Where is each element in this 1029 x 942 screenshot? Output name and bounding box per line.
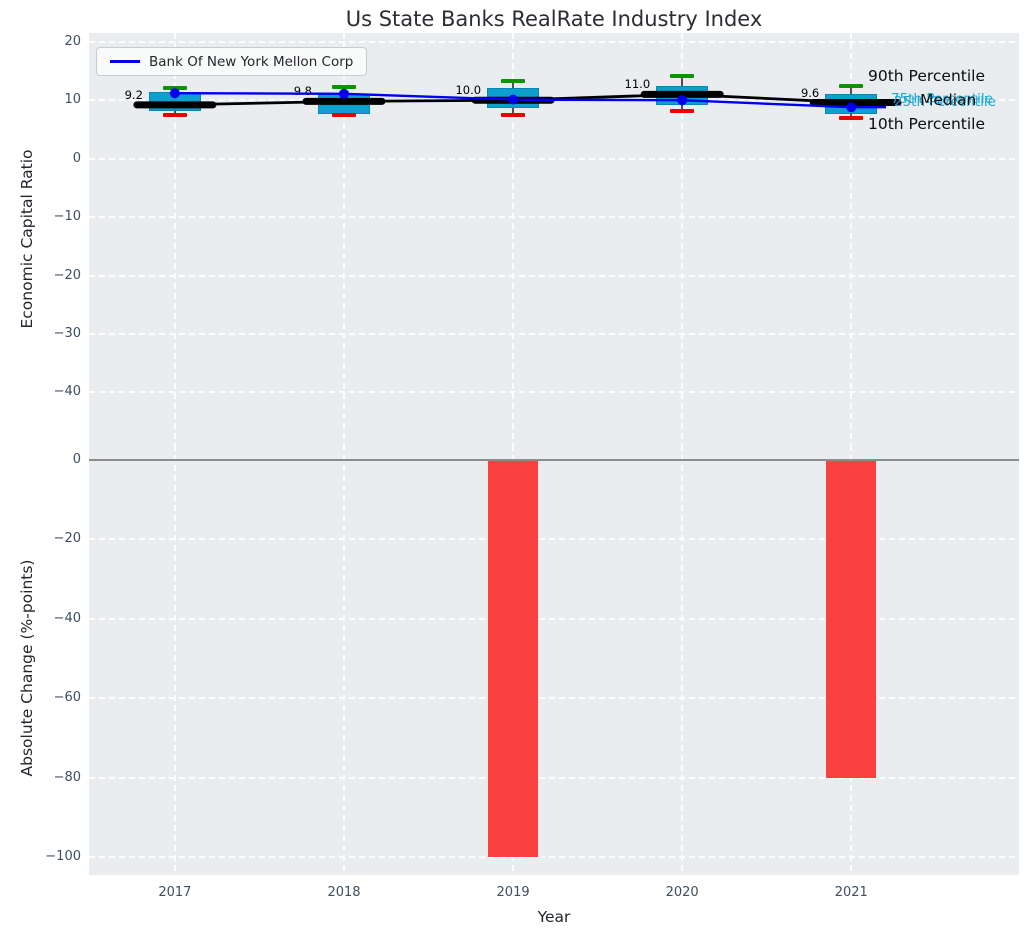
bottom-y-tick-label: −100 xyxy=(45,849,81,865)
company-series-line xyxy=(174,91,886,109)
top-y-tick-label: −40 xyxy=(53,384,81,400)
company-marker xyxy=(846,102,857,113)
median-value-label: 9.8 xyxy=(293,84,312,99)
legend: Bank Of New York Mellon Corp xyxy=(96,47,368,76)
company-marker xyxy=(169,88,180,99)
bottom-y-tick-label: 0 xyxy=(72,452,81,468)
top-h-gridline xyxy=(89,40,1019,43)
top-h-gridline xyxy=(89,216,1019,219)
x-axis-label: Year xyxy=(537,908,571,926)
company-marker xyxy=(677,95,688,106)
top-y-tick-label: 10 xyxy=(64,92,81,108)
bottom-v-gridline xyxy=(173,445,176,875)
p10-cap xyxy=(501,112,526,117)
bottom-v-gridline xyxy=(681,445,684,875)
top-y-tick-label: −20 xyxy=(53,267,81,283)
x-tick-label: 2019 xyxy=(496,885,530,900)
top-h-gridline xyxy=(89,157,1019,160)
top-y-tick-label: 0 xyxy=(72,150,81,166)
p90-cap xyxy=(331,84,356,89)
top-v-gridline xyxy=(850,33,853,445)
bottom-h-gridline xyxy=(89,776,1019,779)
bottom-v-gridline xyxy=(342,445,345,875)
x-tick-label: 2017 xyxy=(158,885,192,900)
bottom-h-gridline xyxy=(89,856,1019,859)
company-marker xyxy=(338,88,349,99)
legend-line-swatch xyxy=(110,60,140,63)
top-v-gridline xyxy=(512,33,515,445)
p90-cap xyxy=(162,85,187,90)
company-marker xyxy=(508,94,519,105)
bottom-y-tick-label: −80 xyxy=(53,769,81,785)
annotation-median: Median xyxy=(920,91,977,109)
top-v-gridline xyxy=(681,33,684,445)
top-v-gridline xyxy=(342,33,345,445)
median-value-label: 11.0 xyxy=(624,77,651,92)
p10-cap xyxy=(331,112,356,117)
p10-cap xyxy=(162,113,187,118)
top-y-tick-label: 20 xyxy=(64,33,81,49)
legend-label: Bank Of New York Mellon Corp xyxy=(149,53,354,70)
top-h-gridline xyxy=(89,274,1019,277)
bottom-h-gridline xyxy=(89,617,1019,620)
median-value-label: 9.6 xyxy=(800,85,820,100)
zero-line xyxy=(89,459,1019,462)
p90-cap xyxy=(501,78,526,83)
bottom-h-gridline xyxy=(89,538,1019,541)
chart-title: Us State Banks RealRate Industry Index xyxy=(345,7,763,31)
x-tick-label: 2020 xyxy=(665,885,699,900)
top-v-gridline xyxy=(173,33,176,445)
change-bar xyxy=(488,460,539,858)
x-tick-label: 2021 xyxy=(834,885,868,900)
bottom-y-tick-label: −20 xyxy=(53,531,81,547)
median-value-label: 9.2 xyxy=(124,87,143,102)
change-bar xyxy=(826,460,877,778)
p90-cap xyxy=(839,83,864,88)
bottom-h-gridline xyxy=(89,697,1019,700)
annotation-90th-percentile: 90th Percentile xyxy=(868,67,986,85)
top-h-gridline xyxy=(89,332,1019,335)
bottom-y-tick-label: −60 xyxy=(53,690,81,706)
top-h-gridline xyxy=(89,391,1019,394)
median-value-label: 10.0 xyxy=(455,83,482,98)
p90-cap xyxy=(670,73,695,78)
top-y-tick-label: −30 xyxy=(53,325,81,341)
p10-cap xyxy=(839,115,864,120)
annotation-75th-percentile: 75th Percentile xyxy=(891,91,993,107)
p10-cap xyxy=(670,108,695,113)
annotation-25th-percentile: 25th Percentile xyxy=(894,94,996,110)
x-tick-label: 2018 xyxy=(327,885,361,900)
bottom-y-tick-label: −40 xyxy=(53,610,81,626)
annotation-10th-percentile: 10th Percentile xyxy=(868,115,986,133)
top-y-tick-label: −10 xyxy=(53,209,81,225)
